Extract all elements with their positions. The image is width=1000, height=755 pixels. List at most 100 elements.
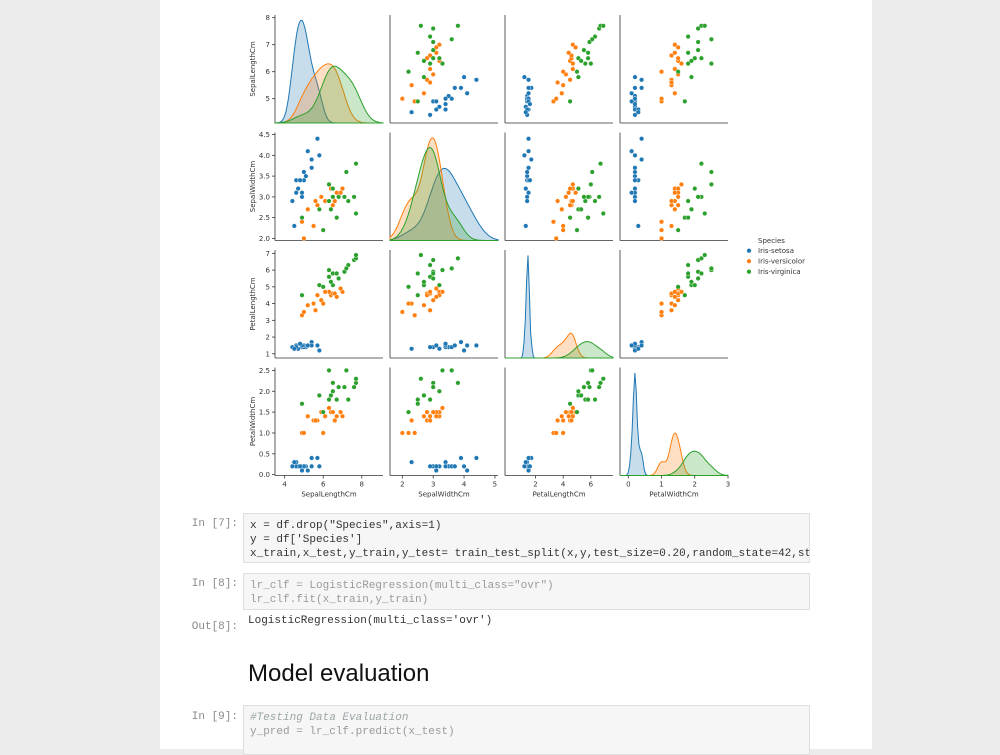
scatter-point <box>330 194 336 200</box>
scatter-point <box>326 367 332 373</box>
y-tick-label: 5 <box>266 95 270 103</box>
scatter-point <box>299 194 305 200</box>
scatter-point <box>659 301 665 307</box>
scatter-point <box>675 55 681 61</box>
scatter-point <box>421 58 427 64</box>
scatter-point <box>305 413 311 419</box>
scatter-point <box>581 384 587 390</box>
scatter-point <box>592 397 598 403</box>
scatter-point <box>399 430 405 436</box>
scatter-point <box>291 223 297 229</box>
scatter-point <box>330 380 336 386</box>
scatter-point <box>527 101 533 107</box>
scatter-point <box>424 409 430 415</box>
y-tick-label: 7 <box>266 41 270 49</box>
scatter-point <box>458 455 464 461</box>
scatter-point <box>353 376 359 382</box>
scatter-point <box>589 36 595 42</box>
y-tick-label: 8 <box>266 14 270 22</box>
scatter-point <box>675 202 681 208</box>
code-cell[interactable]: lr_clf = LogisticRegression(multi_class=… <box>243 573 810 610</box>
scatter-point <box>353 161 359 167</box>
scatter-point <box>314 136 320 142</box>
scatter-point <box>570 61 576 67</box>
scatter-point <box>345 397 351 403</box>
scatter-point <box>563 194 569 200</box>
scatter-point <box>585 380 591 386</box>
scatter-point <box>639 77 645 83</box>
scatter-point <box>301 309 307 315</box>
scatter-point <box>675 227 681 233</box>
scatter-point <box>702 252 708 258</box>
scatter-point <box>305 467 311 473</box>
scatter-point <box>301 169 307 175</box>
scatter-point <box>555 79 561 85</box>
y-tick-label: 7 <box>266 250 270 258</box>
scatter-point <box>588 181 594 187</box>
scatter-point <box>309 463 315 469</box>
scatter-point <box>421 302 427 308</box>
scatter-point <box>449 265 455 271</box>
scatter-point <box>455 255 461 261</box>
scatter-point <box>559 413 565 419</box>
scatter-point <box>553 96 559 102</box>
legend-label: Iris-versicolor <box>758 258 805 266</box>
scatter-point <box>433 98 439 104</box>
y-tick-label: 3.0 <box>259 193 270 201</box>
scatter-point <box>570 181 576 187</box>
scatter-point <box>675 69 681 75</box>
scatter-point <box>685 34 691 40</box>
scatter-point <box>427 417 433 423</box>
kde-area <box>505 255 613 359</box>
scatter-point <box>523 186 529 192</box>
scatter-point <box>433 467 439 473</box>
scatter-point <box>326 274 332 280</box>
scatter-point <box>695 275 701 281</box>
scatter-point <box>589 367 595 373</box>
scatter-point <box>297 177 303 183</box>
scatter-point <box>588 61 594 67</box>
scatter-point <box>698 55 704 61</box>
scatter-point <box>688 206 694 212</box>
scatter-point <box>592 198 598 204</box>
scatter-point <box>409 417 415 423</box>
scatter-point <box>305 206 311 212</box>
code-cell[interactable]: x = df.drop("Species",axis=1) y = df['Sp… <box>243 513 810 563</box>
y-tick-label: 2.5 <box>259 214 270 222</box>
scatter-point <box>698 161 704 167</box>
scatter-point <box>698 255 704 261</box>
scatter-point <box>430 55 436 61</box>
x-tick-label: 0 <box>626 481 630 489</box>
y-tick-label: 4 <box>266 300 271 308</box>
scatter-point <box>316 152 322 158</box>
scatter-point <box>672 42 678 48</box>
scatter-point <box>578 392 584 398</box>
y-tick-label: 1 <box>266 350 270 358</box>
scatter-point <box>421 74 427 80</box>
scatter-point <box>430 297 436 303</box>
scatter-point <box>589 169 595 175</box>
pairplot: 5 6 7 8 SepalLengthCm 2.0 2.5 3.0 3.5 4.0 4.5 Sepal… <box>249 14 805 499</box>
scatter-point <box>524 194 530 200</box>
scatter-point <box>596 384 602 390</box>
scatter-point <box>527 177 533 183</box>
scatter-point <box>353 210 359 216</box>
scatter-point <box>295 186 301 192</box>
scatter-point <box>688 279 694 285</box>
scatter-point <box>316 392 322 398</box>
scatter-point <box>598 161 604 167</box>
scatter-point <box>521 74 527 80</box>
scatter-point <box>600 210 606 216</box>
scatter-point <box>289 198 295 204</box>
scatter-point <box>309 455 315 461</box>
scatter-point <box>418 252 424 258</box>
scatter-point <box>632 194 638 200</box>
scatter-point <box>659 96 665 102</box>
scatter-point <box>688 58 694 64</box>
x-axis-label: PetalLengthCm <box>532 491 585 499</box>
scatter-point <box>678 61 684 67</box>
scatter-point <box>421 90 427 96</box>
code-cell[interactable]: #Testing Data Evaluation y_pred = lr_clf… <box>243 705 810 755</box>
x-tick-label: 2 <box>693 481 697 489</box>
scatter-point <box>322 289 328 295</box>
